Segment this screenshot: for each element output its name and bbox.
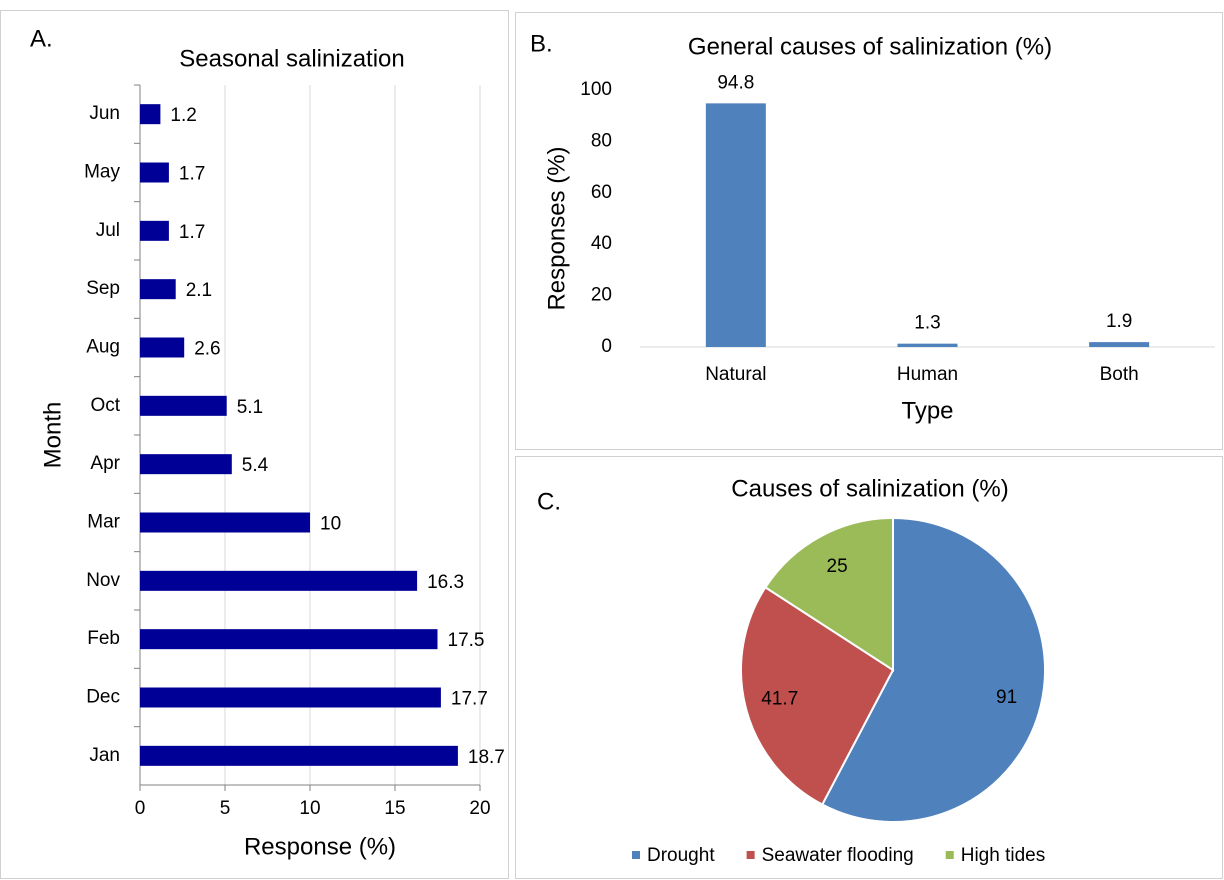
bar xyxy=(140,454,232,475)
panel-label: A. xyxy=(30,25,53,52)
value-label: 16.3 xyxy=(427,572,464,593)
bar xyxy=(140,337,185,358)
value-label: 1.7 xyxy=(179,164,205,185)
pie-slice xyxy=(764,516,894,672)
x-tick-label: 15 xyxy=(384,798,405,819)
y-tick-label: Jun xyxy=(89,103,120,124)
x-tick-label: 0 xyxy=(135,798,146,819)
bar xyxy=(140,687,441,708)
y-tick-label: 60 xyxy=(591,182,612,203)
legend-label: Drought xyxy=(647,845,715,866)
chart-title: Causes of salinization (%) xyxy=(731,475,1008,502)
bar xyxy=(140,745,458,766)
y-tick-label: May xyxy=(84,162,120,183)
y-axis-title: Responses (%) xyxy=(543,146,570,310)
y-tick-label: 80 xyxy=(591,130,612,151)
bar xyxy=(140,162,169,183)
y-tick-label: Apr xyxy=(90,453,120,474)
bar xyxy=(705,103,766,347)
value-label: 94.8 xyxy=(717,72,754,93)
chart-title: Seasonal salinization xyxy=(179,45,404,72)
value-label: 1.2 xyxy=(170,105,196,126)
value-label: 91 xyxy=(996,687,1017,708)
value-label: 10 xyxy=(320,514,341,535)
x-tick-label: Natural xyxy=(705,364,766,385)
legend-swatch xyxy=(945,851,954,859)
y-tick-label: Jan xyxy=(89,745,120,766)
bar xyxy=(1089,342,1150,347)
y-tick-label: Mar xyxy=(87,512,120,533)
legend-label: High tides xyxy=(961,845,1046,866)
x-axis-title: Response (%) xyxy=(244,833,396,860)
x-tick-label: 5 xyxy=(220,798,231,819)
y-tick-label: Nov xyxy=(86,570,120,591)
value-label: 1.9 xyxy=(1106,311,1132,332)
panel-label: B. xyxy=(530,30,553,57)
bar xyxy=(140,279,176,300)
value-label: 2.6 xyxy=(194,339,220,360)
y-tick-label: Dec xyxy=(86,687,120,708)
value-label: 5.4 xyxy=(242,455,269,476)
panel-border xyxy=(515,12,1223,450)
pie-slice xyxy=(820,516,1046,823)
value-label: 1.7 xyxy=(179,222,205,243)
legend-swatch xyxy=(632,851,640,859)
y-axis-title: Month xyxy=(39,402,66,469)
panel-label: C. xyxy=(537,488,561,515)
value-label: 18.7 xyxy=(468,747,505,768)
value-label: 41.7 xyxy=(761,689,798,710)
y-tick-label: Aug xyxy=(86,337,120,358)
y-tick-label: Oct xyxy=(90,395,120,416)
bar xyxy=(140,629,438,650)
y-tick-label: 0 xyxy=(601,336,612,357)
value-label: 17.7 xyxy=(451,689,488,710)
chart-title: General causes of salinization (%) xyxy=(688,33,1052,60)
y-tick-label: 40 xyxy=(591,233,612,254)
x-tick-label: 10 xyxy=(299,798,320,819)
x-tick-label: 20 xyxy=(469,798,490,819)
bar xyxy=(140,512,310,533)
y-tick-label: Feb xyxy=(87,628,120,649)
legend-swatch xyxy=(746,851,755,859)
bar xyxy=(140,570,418,591)
value-label: 1.3 xyxy=(914,313,940,334)
x-tick-label: Both xyxy=(1100,364,1139,385)
value-label: 25 xyxy=(827,556,848,577)
bar xyxy=(140,220,169,241)
value-label: 2.1 xyxy=(186,280,212,301)
bar xyxy=(140,104,161,125)
value-label: 17.5 xyxy=(448,630,485,651)
legend-label: Seawater flooding xyxy=(762,845,914,866)
y-tick-label: Sep xyxy=(86,278,120,299)
value-label: 5.1 xyxy=(237,397,263,418)
y-tick-label: Jul xyxy=(96,220,120,241)
x-tick-label: Human xyxy=(897,364,958,385)
y-tick-label: 20 xyxy=(591,285,612,306)
bar xyxy=(140,395,227,416)
bar xyxy=(897,343,958,347)
x-axis-title: Type xyxy=(901,397,953,424)
pie-slice xyxy=(740,585,895,806)
y-tick-label: 100 xyxy=(580,79,612,100)
panel-border xyxy=(515,456,1223,879)
panel-border xyxy=(0,10,509,879)
